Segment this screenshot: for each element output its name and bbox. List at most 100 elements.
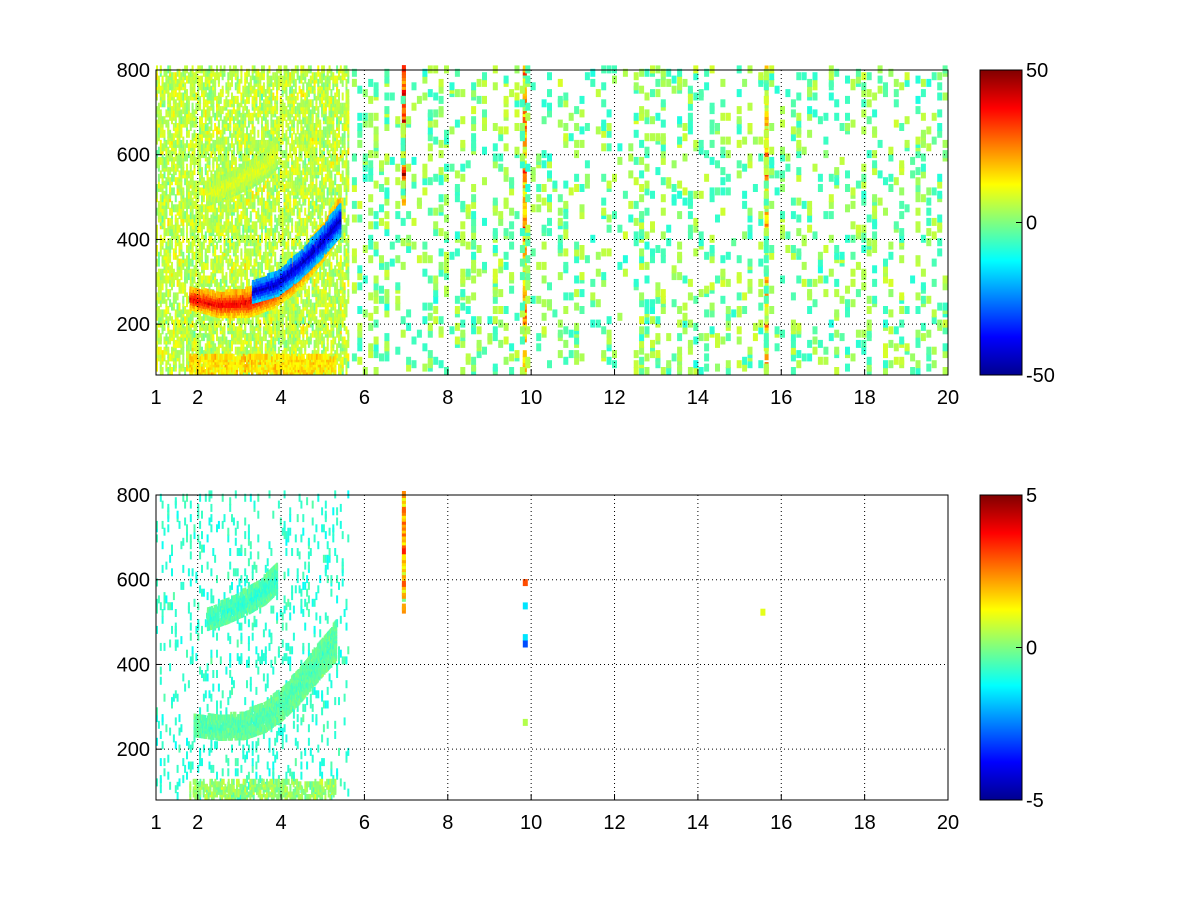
heatmap-cell — [304, 136, 307, 145]
heatmap-cell — [216, 316, 218, 325]
heatmap-cell — [212, 245, 215, 253]
heatmap-cell — [234, 123, 237, 131]
heatmap-cell — [206, 211, 209, 220]
heatmap-cell — [174, 139, 177, 148]
heatmap-cell — [287, 231, 290, 240]
heatmap-cell — [231, 133, 233, 142]
heatmap-cell — [211, 353, 213, 360]
heatmap-cell — [236, 255, 239, 264]
heatmap-cell — [182, 282, 185, 291]
heatmap-cell — [167, 316, 170, 325]
heatmap-cell — [266, 190, 269, 199]
heatmap-cell — [313, 170, 316, 179]
heatmap-cell — [332, 197, 335, 206]
heatmap-cell — [324, 112, 327, 121]
heatmap-cell — [232, 268, 235, 277]
heatmap-cell — [238, 119, 241, 128]
heatmap-cell — [332, 329, 335, 338]
heatmap-cell — [191, 133, 194, 142]
heatmap-cell — [217, 204, 220, 213]
heatmap-cell — [304, 163, 307, 172]
heatmap-cell — [277, 129, 280, 138]
heatmap-cell — [330, 339, 333, 348]
heatmap-cell — [189, 333, 192, 342]
heatmap-cell — [161, 129, 164, 138]
heatmap-cell — [306, 116, 309, 125]
heatmap-cell — [240, 211, 243, 220]
heatmap-cell — [315, 184, 318, 192]
heatmap-cell — [222, 366, 225, 373]
heatmap-cell — [174, 360, 177, 369]
heatmap-cell — [172, 363, 175, 372]
heatmap-cell — [332, 180, 335, 189]
heatmap-cell — [184, 143, 187, 152]
heatmap-cell — [268, 65, 271, 74]
heatmap-cell — [229, 339, 232, 348]
heatmap-cell — [334, 265, 337, 274]
heatmap-cell — [302, 194, 305, 203]
heatmap-cell — [199, 75, 202, 84]
heatmap-cell — [165, 333, 168, 342]
heatmap-cell — [270, 207, 273, 216]
heatmap-cell — [307, 309, 310, 318]
heatmap-cell — [339, 265, 342, 274]
heatmap-cell — [202, 177, 205, 186]
heatmap-cell — [217, 358, 220, 365]
heatmap-cell — [167, 167, 170, 176]
heatmap-cell — [197, 211, 200, 220]
heatmap-cell — [343, 136, 346, 145]
heatmap-cell — [210, 123, 213, 131]
heatmap-cell — [187, 116, 190, 125]
heatmap-cell — [219, 129, 222, 138]
heatmap-cell — [319, 309, 322, 318]
heatmap-cell — [167, 238, 170, 247]
heatmap-cell — [300, 177, 303, 186]
heatmap-cell — [159, 234, 162, 243]
heatmap-cell — [281, 150, 284, 159]
heatmap-cell — [328, 123, 331, 131]
heatmap-cell — [300, 295, 303, 304]
heatmap-cell — [174, 89, 177, 98]
heatmap-cell — [261, 187, 263, 196]
heatmap-cell — [219, 65, 222, 74]
heatmap-cell — [219, 136, 222, 145]
heatmap-cell — [176, 68, 179, 77]
heatmap-cell — [214, 234, 217, 243]
heatmap-cell — [253, 75, 256, 84]
heatmap-cell — [343, 272, 346, 281]
heatmap-cell — [291, 153, 294, 162]
heatmap-cell — [328, 282, 331, 291]
heatmap-cell — [187, 170, 190, 179]
heatmap-cell — [208, 339, 211, 348]
heatmap-cell — [201, 204, 203, 213]
heatmap-cell — [234, 248, 237, 257]
heatmap-cell — [227, 231, 230, 240]
heatmap-cell — [199, 82, 202, 91]
heatmap-cell — [225, 336, 228, 345]
heatmap-cell — [229, 160, 232, 169]
heatmap-cell — [311, 143, 314, 152]
heatmap-cell — [172, 224, 175, 233]
heatmap-cell — [217, 136, 220, 145]
heatmap-cell — [212, 221, 215, 230]
heatmap-cell — [195, 251, 198, 260]
heatmap-cell — [225, 82, 228, 91]
heatmap-cell — [227, 123, 230, 131]
heatmap-cell — [171, 329, 173, 338]
heatmap-cell — [302, 65, 305, 74]
heatmap-cell — [178, 356, 181, 365]
heatmap-cell — [257, 207, 260, 216]
heatmap-cell — [189, 312, 192, 321]
heatmap-cell — [307, 167, 310, 176]
heatmap-cell — [294, 160, 297, 169]
heatmap-cell — [161, 116, 164, 125]
heatmap-cell — [239, 363, 242, 370]
heatmap-cell — [304, 207, 307, 216]
heatmap-cell — [206, 333, 209, 342]
heatmap-cell — [219, 255, 222, 264]
heatmap-cell — [253, 194, 256, 203]
heatmap-cell — [253, 200, 256, 209]
heatmap-cell — [216, 278, 218, 287]
heatmap-cell — [341, 268, 344, 277]
heatmap-cell — [240, 248, 243, 257]
